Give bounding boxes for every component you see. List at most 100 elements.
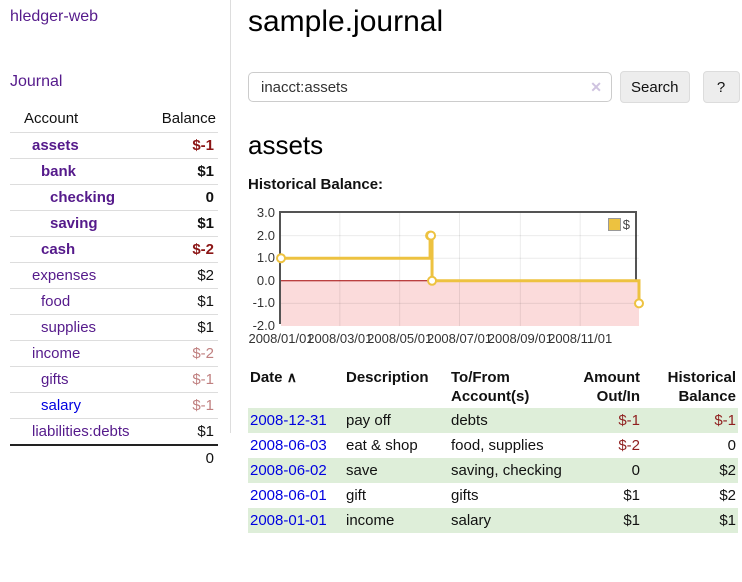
register-accounts: saving, checking — [451, 462, 562, 479]
account-link[interactable]: checking — [50, 189, 116, 206]
register-row: 2008-06-03 eat & shop food, supplies $-2 0 — [248, 433, 738, 458]
nav-journal-link[interactable]: Journal — [10, 73, 63, 90]
account-row: liabilities:debts $1 — [10, 418, 218, 446]
register-date-link[interactable]: 2008-06-03 — [250, 437, 327, 454]
y-axis-label: -1.0 — [252, 295, 275, 311]
search-input[interactable] — [248, 72, 612, 102]
account-link[interactable]: supplies — [41, 319, 97, 336]
accounts-column-header[interactable]: To/From Account(s) — [451, 369, 530, 405]
account-balance: $1 — [197, 215, 214, 232]
balance-column-header[interactable]: Historical Balance — [667, 369, 736, 405]
account-link[interactable]: salary — [41, 397, 82, 414]
x-axis-label: 2008/01/01 — [248, 331, 314, 346]
register-balance: $-1 — [714, 412, 736, 429]
account-link[interactable]: cash — [41, 241, 76, 258]
register-accounts: food, supplies — [451, 437, 544, 454]
account-balance: $1 — [197, 293, 214, 310]
register-table: Date ∧ Description To/From Account(s) Am… — [248, 366, 738, 533]
account-row: assets $-1 — [10, 132, 218, 159]
account-total-row: 0 — [10, 445, 218, 471]
register-amount: $1 — [623, 487, 640, 504]
account-row: income $-2 — [10, 340, 218, 367]
balance-column-header: Balance — [161, 110, 216, 127]
account-row: saving $1 — [10, 210, 218, 237]
brand-link[interactable]: hledger-web — [10, 8, 99, 25]
register-accounts: gifts — [451, 487, 479, 504]
account-balance: $1 — [197, 319, 214, 336]
search-button[interactable]: Search — [620, 71, 690, 103]
y-axis-label: 1.0 — [256, 250, 275, 266]
clear-search-icon[interactable]: ✕ — [590, 79, 602, 95]
account-link[interactable]: liabilities:debts — [32, 423, 130, 440]
account-balance: $1 — [197, 423, 214, 440]
account-balance: $-1 — [192, 371, 214, 388]
account-link[interactable]: saving — [50, 215, 98, 232]
account-row: cash $-2 — [10, 236, 218, 263]
account-row: expenses $2 — [10, 262, 218, 289]
register-description: save — [346, 462, 378, 479]
legend-swatch — [607, 218, 621, 231]
register-row: 2008-06-02 save saving, checking 0 $2 — [248, 458, 738, 483]
register-accounts: salary — [451, 512, 492, 529]
historical-balance-chart[interactable]: $ 3.0 2.0 1.0 0.0 -1.0 -2.0 2008/01/01 2008/03/… — [248, 205, 742, 350]
register-balance: $2 — [719, 487, 736, 504]
account-row: salary $-1 — [10, 392, 218, 419]
x-axis-label: 2008/09/01 — [487, 331, 553, 346]
register-date-link[interactable]: 2008-06-01 — [250, 487, 327, 504]
account-row: checking 0 — [10, 184, 218, 211]
data-point — [426, 230, 437, 241]
date-column-header[interactable]: Date ∧ — [250, 369, 297, 386]
register-date-link[interactable]: 2008-12-31 — [250, 412, 327, 429]
y-axis-label: 2.0 — [256, 227, 275, 243]
account-balance: $2 — [197, 267, 214, 284]
description-column-header[interactable]: Description — [346, 369, 429, 386]
main-content: sample.journal ✕ Search ? assets Histori… — [248, 0, 742, 533]
account-link[interactable]: food — [41, 293, 71, 310]
y-axis-label: 0.0 — [256, 272, 275, 288]
account-link[interactable]: assets — [32, 137, 79, 154]
register-balance: $1 — [719, 512, 736, 529]
register-date-link[interactable]: 2008-06-02 — [250, 462, 327, 479]
amount-column-header[interactable]: Amount Out/In — [583, 369, 640, 405]
search-bar: ✕ Search ? — [248, 71, 742, 103]
register-amount: 0 — [631, 462, 640, 479]
account-tree-table: Account Balance assets $-1 bank $1 checking 0… — [10, 106, 218, 471]
data-point — [276, 253, 286, 264]
chart-plot-area[interactable]: $ — [276, 211, 644, 326]
page-title: sample.journal — [248, 5, 444, 38]
account-column-header: Account — [24, 110, 79, 127]
register-amount: $-1 — [618, 412, 640, 429]
account-link[interactable]: bank — [41, 163, 77, 180]
account-link[interactable]: gifts — [41, 371, 69, 388]
register-amount: $1 — [623, 512, 640, 529]
account-row: food $1 — [10, 288, 218, 315]
account-row: supplies $1 — [10, 314, 218, 341]
x-axis-label: 2008/03/01 — [307, 331, 373, 346]
register-row: 2008-06-01 gift gifts $1 $2 — [248, 483, 738, 508]
account-total-balance: 0 — [205, 450, 214, 467]
account-heading: assets — [248, 130, 324, 160]
register-date-link[interactable]: 2008-01-01 — [250, 512, 327, 529]
register-row: 2008-01-01 income salary $1 $1 — [248, 508, 738, 533]
account-row: bank $1 — [10, 158, 218, 185]
account-balance: $-1 — [192, 397, 214, 414]
legend-label: $ — [622, 217, 630, 232]
account-link[interactable]: income — [32, 345, 81, 362]
account-row: gifts $-1 — [10, 366, 218, 393]
chart-title: Historical Balance: — [248, 176, 384, 193]
register-balance: 0 — [727, 437, 736, 454]
search-box: ✕ — [248, 72, 612, 102]
account-balance: 0 — [205, 189, 214, 206]
account-balance: $-2 — [192, 345, 214, 362]
register-accounts: debts — [451, 412, 488, 429]
negative-region — [281, 280, 639, 326]
register-description: pay off — [346, 412, 391, 429]
help-button[interactable]: ? — [702, 71, 740, 103]
sidebar: hledger-web Journal Account Balance asse… — [0, 0, 231, 467]
register-balance: $2 — [719, 462, 736, 479]
x-axis-label: 2008/05/01 — [367, 331, 433, 346]
chart-canvas — [276, 213, 644, 326]
account-link[interactable]: expenses — [32, 267, 97, 284]
chart-legend: $ — [607, 217, 630, 232]
register-description: gift — [346, 487, 367, 504]
